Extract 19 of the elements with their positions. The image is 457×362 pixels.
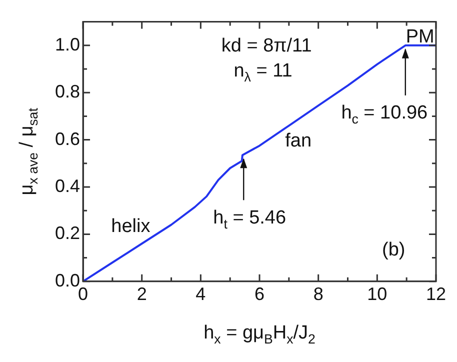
y-tick-label: 0.6 — [54, 128, 80, 149]
x-tick-label: 12 — [426, 284, 446, 304]
y-axis-title: μx ave / μsat — [16, 108, 40, 196]
y-tick-label: 1.0 — [54, 34, 80, 54]
annotation: PM — [406, 26, 434, 48]
annotation: fan — [285, 130, 312, 152]
x-tick-label: 2 — [136, 284, 147, 304]
x-tick-label: 10 — [367, 284, 388, 304]
annotation: (b) — [382, 239, 406, 260]
y-tick-label: 0.2 — [54, 223, 80, 244]
x-tick-label: 0 — [78, 284, 88, 304]
y-tick-label: 0.4 — [54, 176, 80, 196]
x-tick-label: 6 — [254, 284, 265, 304]
y-tick-label: 0.8 — [54, 82, 80, 102]
x-tick-label: 8 — [313, 284, 324, 304]
annotation: kd = 8π/11 — [221, 36, 312, 57]
y-tick-label: 0.0 — [54, 270, 80, 290]
annotation: helix — [111, 216, 151, 238]
x-tick-label: 4 — [196, 284, 206, 304]
